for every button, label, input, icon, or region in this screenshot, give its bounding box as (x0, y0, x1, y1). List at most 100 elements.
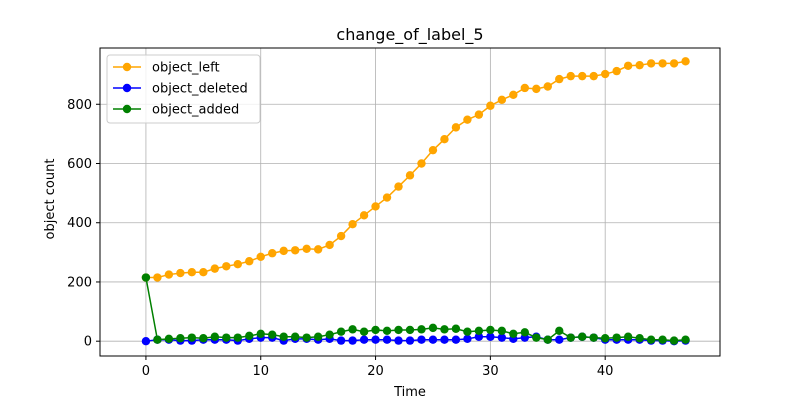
data-point (417, 159, 426, 168)
data-point (164, 334, 174, 344)
data-point (153, 273, 162, 282)
data-point (451, 324, 461, 333)
data-point (532, 84, 541, 94)
data-point (463, 327, 472, 336)
data-point (497, 333, 507, 342)
data-point (394, 182, 403, 191)
legend-label: object_deleted (152, 82, 248, 97)
data-point (164, 270, 174, 279)
data-point (141, 273, 151, 282)
data-point (600, 69, 610, 79)
data-point (176, 268, 185, 278)
data-point (348, 336, 357, 345)
data-point (428, 323, 438, 333)
data-point (325, 330, 334, 339)
data-point (612, 66, 621, 76)
legend: object_left object_deleted object_added (106, 54, 261, 124)
data-point (555, 326, 564, 336)
data-point (405, 325, 415, 335)
x-tick-label: 20 (367, 364, 384, 379)
data-point (681, 335, 690, 344)
legend-swatch-marker (122, 62, 132, 72)
data-point (222, 333, 231, 342)
data-point (509, 90, 518, 99)
data-point (187, 333, 197, 342)
data-point (279, 332, 288, 341)
data-point (463, 115, 472, 124)
data-point (268, 330, 277, 339)
data-point (440, 325, 449, 334)
legend-item: object_left (113, 61, 220, 76)
data-point (509, 329, 518, 338)
data-point (382, 335, 392, 344)
data-point (578, 71, 587, 81)
series-object_added (141, 273, 690, 345)
legend-item: object_deleted (113, 82, 248, 97)
data-point (635, 334, 644, 343)
data-point (325, 240, 334, 250)
data-point (543, 335, 552, 344)
data-point (336, 327, 346, 336)
data-point (555, 335, 564, 344)
data-point (371, 335, 380, 344)
data-point (382, 193, 392, 202)
data-point (658, 59, 667, 68)
data-point (153, 335, 162, 344)
data-point (646, 59, 656, 68)
data-point (532, 333, 541, 342)
data-point (405, 336, 415, 345)
data-point (233, 259, 242, 269)
chart-title: change_of_label_5 (336, 25, 483, 45)
data-point (520, 83, 530, 93)
data-point (336, 336, 346, 345)
y-tick-label: 200 (67, 275, 92, 290)
legend-swatch-marker (122, 83, 132, 93)
data-point (245, 257, 254, 266)
y-tick-label: 0 (84, 335, 92, 350)
data-point (486, 325, 495, 335)
x-tick-label: 10 (252, 364, 269, 379)
y-tick-label: 400 (67, 216, 92, 231)
data-point (313, 332, 323, 341)
data-point (210, 264, 220, 273)
data-point (543, 82, 552, 91)
y-tick-label: 800 (67, 98, 92, 113)
data-point (555, 74, 564, 84)
series-object_left (141, 57, 690, 282)
x-tick-label: 0 (142, 364, 150, 379)
data-point (290, 332, 300, 341)
data-point (578, 332, 587, 341)
data-point (440, 135, 449, 144)
data-point (210, 332, 220, 341)
data-point (256, 252, 265, 261)
data-point (302, 244, 311, 253)
data-point (405, 171, 415, 180)
data-point (348, 325, 357, 334)
series-layer (141, 57, 690, 346)
data-point (474, 326, 484, 336)
data-point (623, 332, 633, 341)
data-point (382, 326, 392, 336)
data-point (463, 334, 472, 344)
legend-label: object_left (152, 61, 220, 76)
data-point (451, 123, 461, 132)
data-point (600, 334, 610, 343)
data-point (268, 249, 277, 258)
data-point (348, 220, 357, 229)
data-point (336, 231, 346, 241)
data-point (497, 95, 507, 105)
legend-item: object_added (113, 103, 239, 118)
data-point (612, 333, 621, 342)
data-point (222, 262, 231, 271)
plot-frame (99, 47, 721, 357)
x-axis-label: Time (393, 385, 426, 400)
data-point (187, 267, 197, 277)
data-point (256, 329, 265, 338)
data-point (451, 335, 461, 344)
data-point (646, 335, 656, 344)
data-point (199, 267, 208, 277)
data-point (658, 335, 667, 344)
data-point (497, 326, 507, 336)
data-point (199, 334, 208, 343)
